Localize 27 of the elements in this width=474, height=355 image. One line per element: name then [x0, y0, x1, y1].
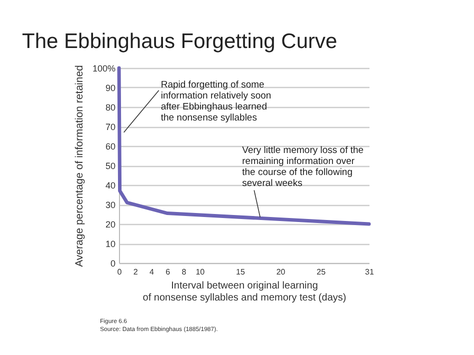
x-axis-title: Interval between original learning of nonsense syllables and memory test (days)	[142, 280, 346, 304]
x-tick-label: 6	[166, 268, 171, 276]
y-tick-label: 30	[105, 200, 116, 210]
y-axis-title: Average percentage of information retained	[73, 64, 86, 267]
chart-title: The Ebbinghaus Forgetting Curve	[22, 30, 338, 54]
y-tick-label: 10	[105, 239, 116, 249]
x-tick-label: 25	[316, 268, 326, 276]
x-tick-label: 0	[117, 268, 122, 276]
annotation: Very little memory loss of the remaining information over the course of the following several weeks	[242, 145, 364, 190]
y-tick-label: 40	[105, 180, 116, 190]
x-tick-label: 20	[276, 268, 286, 276]
y-tick-label: 0	[110, 258, 116, 268]
y-tick-label: 60	[105, 142, 116, 152]
line-series	[117, 66, 371, 226]
y-tick-label: 100%	[92, 64, 116, 74]
x-tick-label: 10	[196, 268, 206, 276]
x-tick-label: 8	[182, 268, 187, 276]
y-tick-label: 80	[105, 102, 116, 112]
x-tick-label: 2	[133, 268, 138, 276]
x-tick-label: 4	[150, 268, 155, 276]
annotation: Rapid forgetting of some information relatively soon after Ebbinghaus learned the nonsense syllables	[160, 79, 272, 124]
x-tick-label: 15	[236, 268, 246, 276]
y-tick-label: 70	[105, 122, 116, 132]
y-tick-label: 50	[105, 161, 116, 171]
y-tick-label: 20	[105, 220, 116, 230]
x-tick-label: 31	[365, 268, 374, 276]
y-tick-label: 90	[105, 83, 116, 93]
